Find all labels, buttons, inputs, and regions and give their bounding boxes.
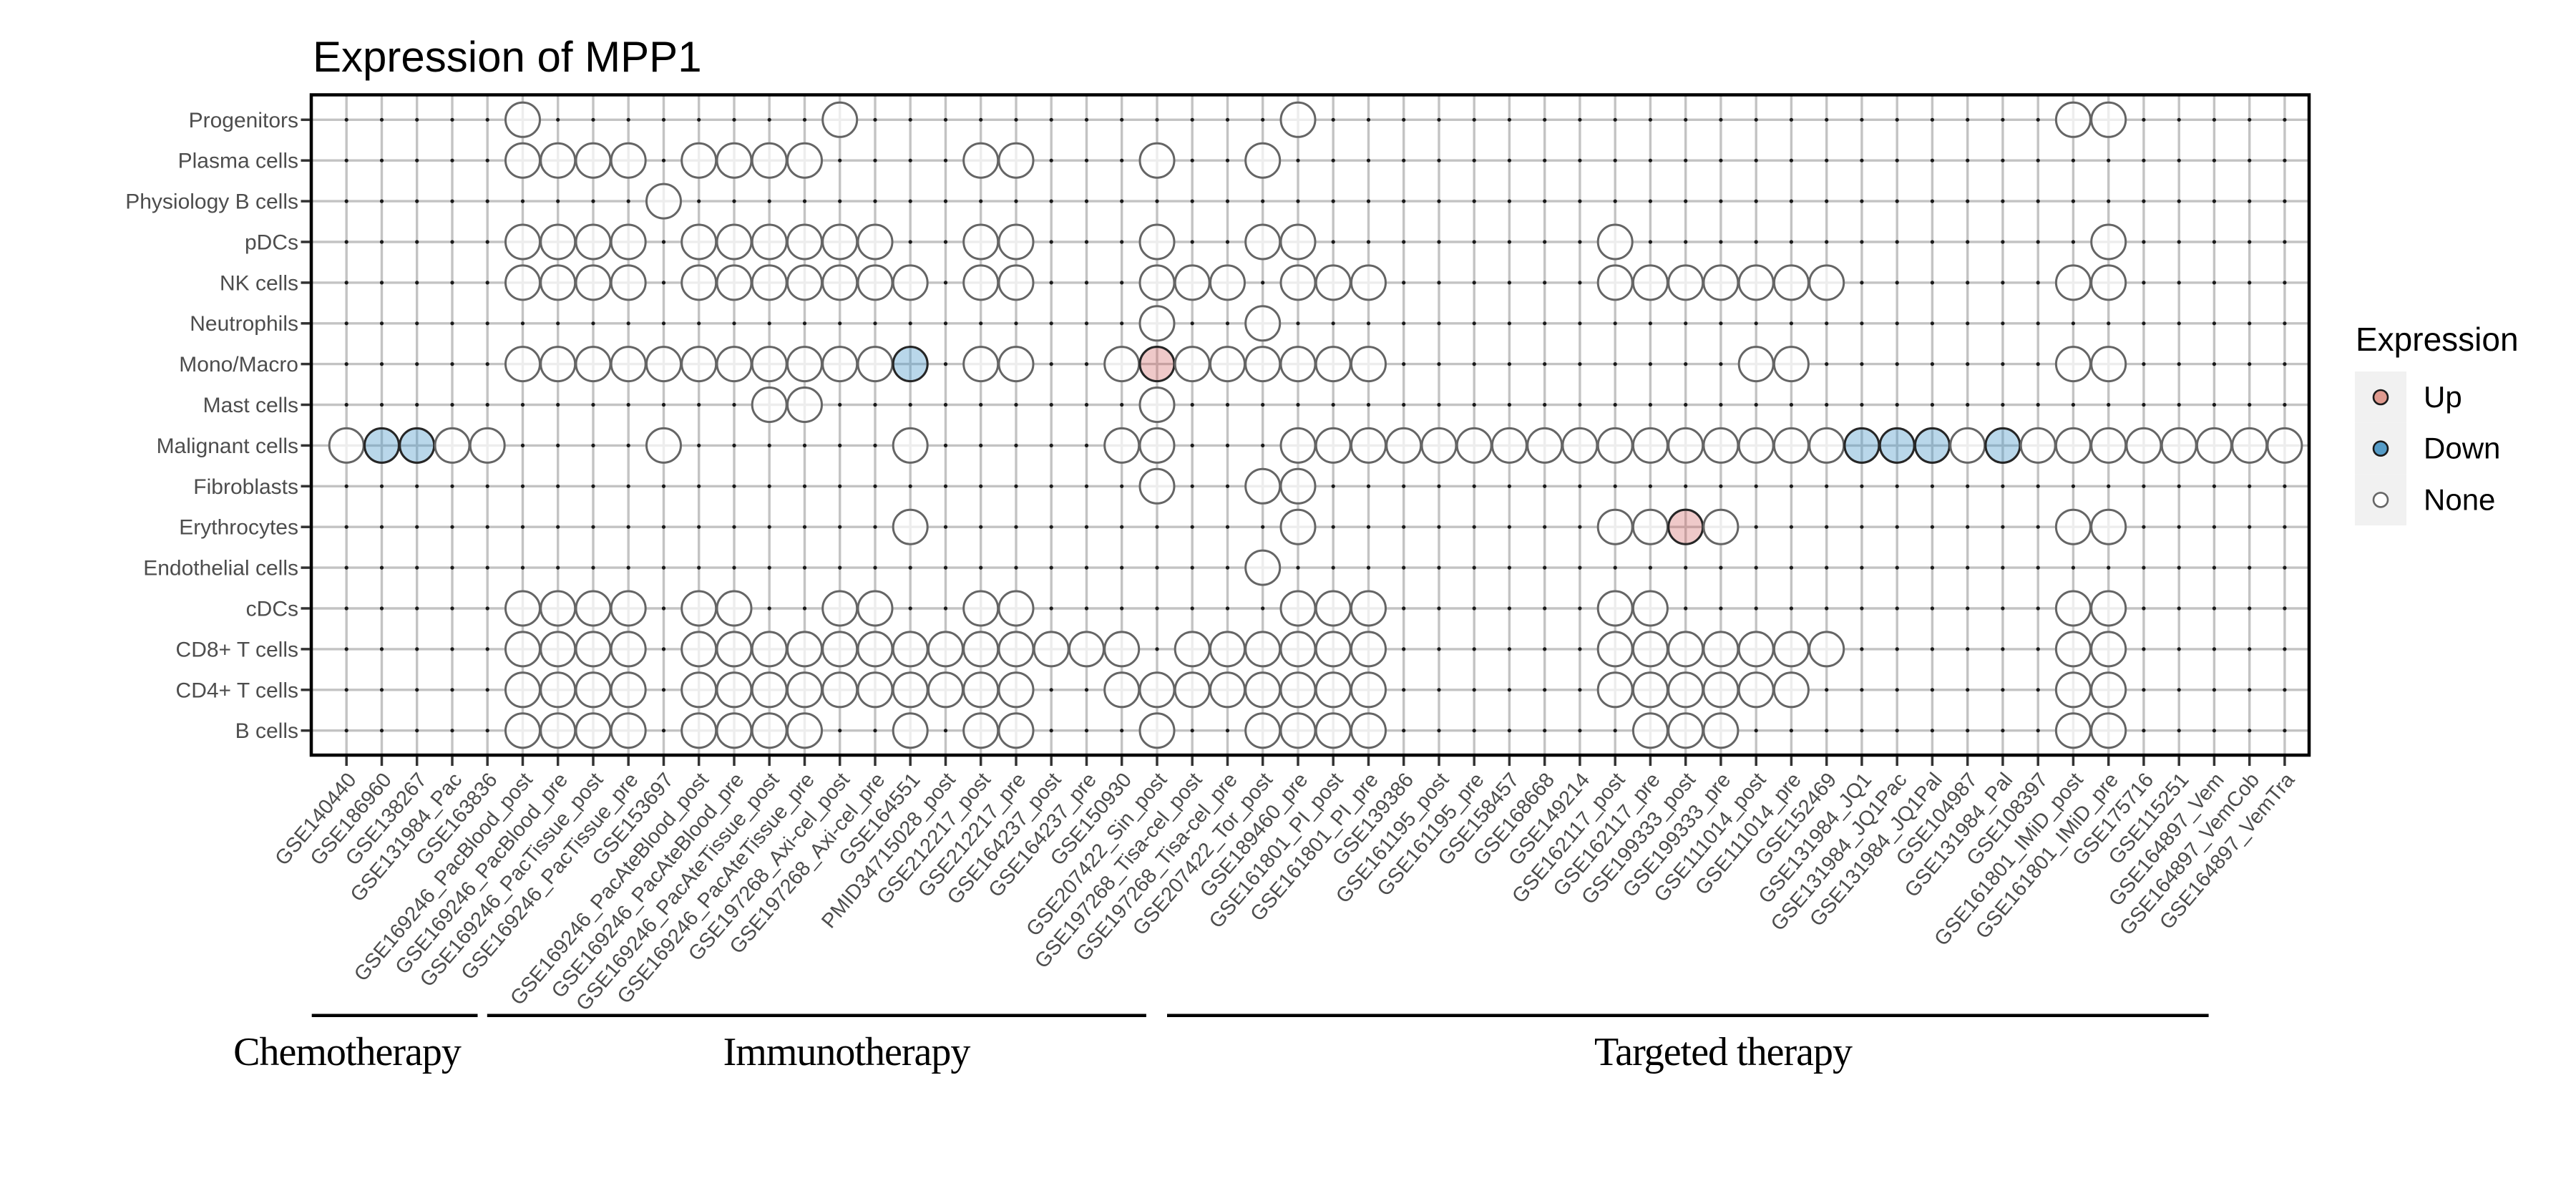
svg-text:Physiology B cells: Physiology B cells	[125, 190, 298, 214]
svg-text:Targeted therapy: Targeted therapy	[1594, 1030, 1853, 1074]
svg-text:Plasma cells: Plasma cells	[178, 150, 298, 173]
svg-text:Chemotherapy: Chemotherapy	[233, 1030, 462, 1074]
svg-text:B cells: B cells	[235, 719, 298, 743]
svg-text:Neutrophils: Neutrophils	[190, 312, 298, 336]
svg-text:Erythrocytes: Erythrocytes	[179, 516, 298, 540]
svg-text:Mast cells: Mast cells	[203, 394, 298, 417]
svg-text:Progenitors: Progenitors	[189, 109, 298, 132]
svg-text:CD8+ T cells: CD8+ T cells	[176, 638, 298, 661]
svg-text:Endothelial cells: Endothelial cells	[143, 557, 298, 580]
svg-text:Malignant cells: Malignant cells	[157, 434, 298, 458]
svg-text:Fibroblasts: Fibroblasts	[193, 475, 298, 499]
svg-text:pDCs: pDCs	[245, 231, 298, 255]
svg-text:None: None	[2424, 482, 2495, 516]
svg-text:Expression: Expression	[2356, 321, 2519, 358]
svg-text:CD4+ T cells: CD4+ T cells	[176, 679, 298, 702]
svg-text:Down: Down	[2424, 432, 2500, 465]
svg-text:Mono/Macro: Mono/Macro	[179, 353, 298, 376]
svg-text:Up: Up	[2424, 380, 2462, 414]
svg-text:NK cells: NK cells	[220, 271, 298, 295]
svg-text:Immunotherapy: Immunotherapy	[723, 1030, 971, 1074]
svg-text:cDCs: cDCs	[246, 598, 298, 621]
svg-text:Expression of MPP1: Expression of MPP1	[313, 33, 702, 81]
